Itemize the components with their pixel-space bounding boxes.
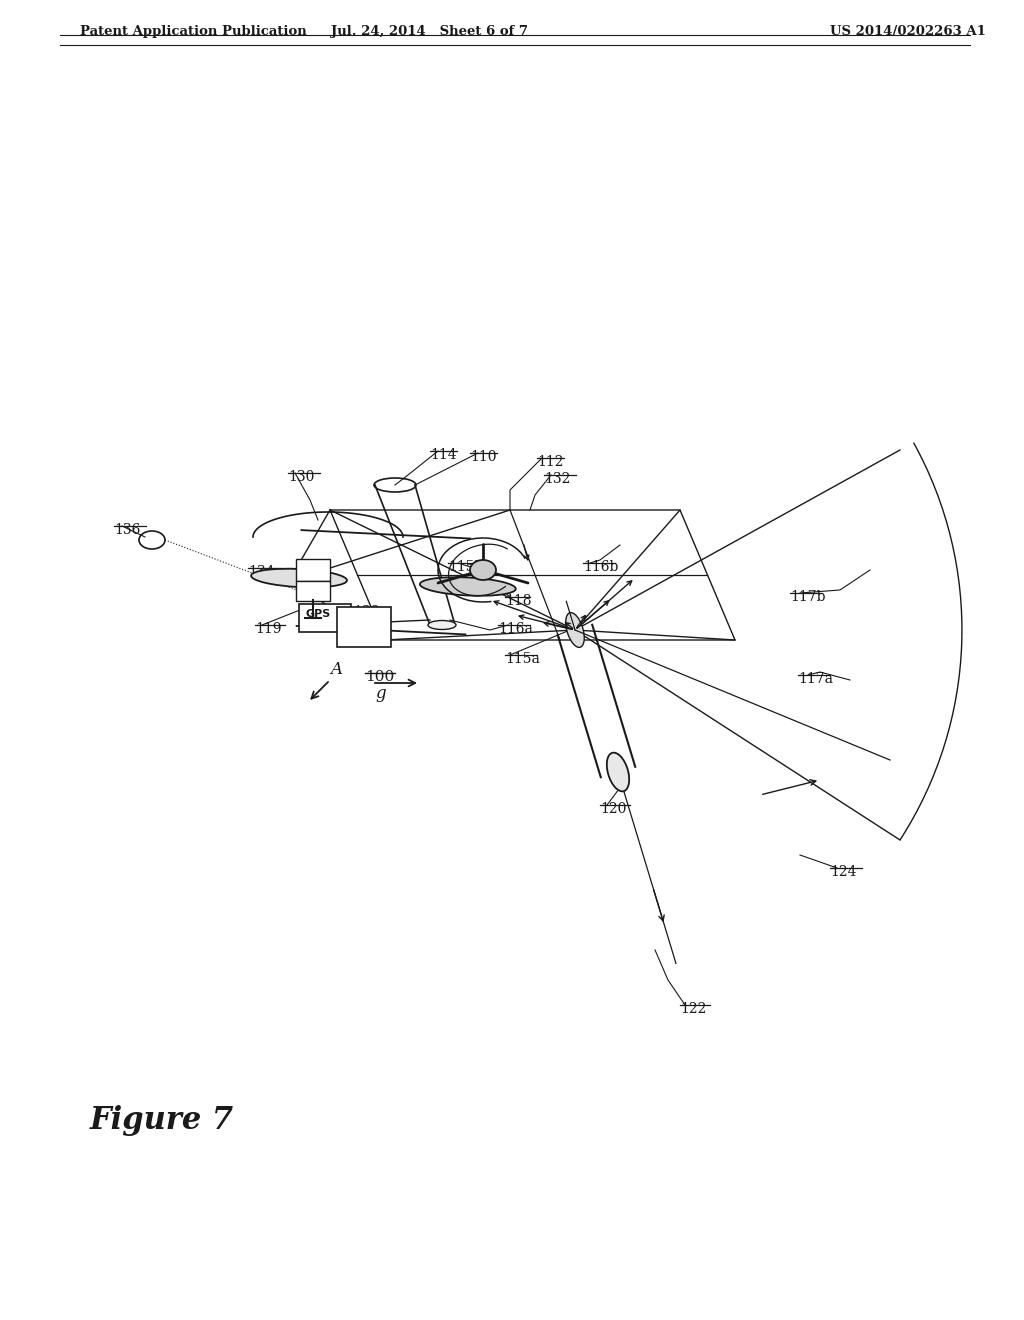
Text: 100: 100 [365,671,394,684]
Text: Patent Application Publication: Patent Application Publication [80,25,307,38]
Ellipse shape [251,569,347,587]
Text: 117a: 117a [798,672,833,686]
Ellipse shape [470,560,496,579]
Text: 130: 130 [288,470,314,484]
Text: A: A [330,661,342,678]
Text: 122: 122 [680,1002,707,1016]
Text: 116b: 116b [583,560,618,574]
Ellipse shape [607,752,629,792]
Text: 115b: 115b [449,560,483,574]
Text: g: g [375,685,386,702]
Text: 116a: 116a [498,622,532,636]
Text: 132: 132 [544,473,570,486]
Text: 120: 120 [600,803,627,816]
FancyBboxPatch shape [296,558,330,581]
Text: 112: 112 [537,455,563,469]
Text: 117b: 117b [790,590,825,605]
Text: 124: 124 [830,865,856,879]
Text: 110: 110 [470,450,497,465]
FancyBboxPatch shape [337,607,391,647]
Text: Jul. 24, 2014   Sheet 6 of 7: Jul. 24, 2014 Sheet 6 of 7 [332,25,528,38]
Text: 136: 136 [114,523,140,537]
Ellipse shape [420,577,516,595]
Text: US 2014/0202263 A1: US 2014/0202263 A1 [830,25,986,38]
Text: 138: 138 [353,605,379,619]
Text: GPS: GPS [306,609,331,619]
Text: 119: 119 [255,622,282,636]
Text: 134: 134 [248,565,274,579]
Ellipse shape [565,612,585,647]
Ellipse shape [428,620,456,630]
Text: 118: 118 [505,594,531,609]
FancyBboxPatch shape [296,581,330,601]
FancyBboxPatch shape [299,605,351,632]
Text: Figure 7: Figure 7 [90,1105,234,1137]
Text: 115a: 115a [505,652,540,667]
Text: 114: 114 [430,447,457,462]
